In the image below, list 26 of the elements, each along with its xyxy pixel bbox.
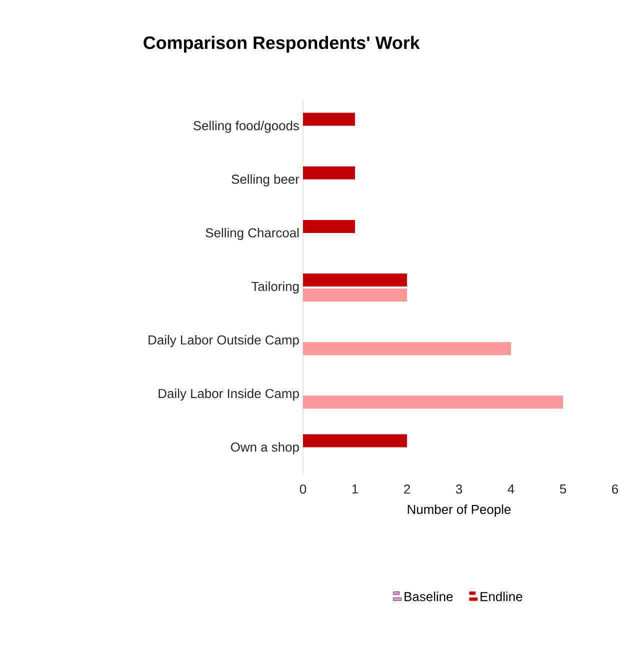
bar: [302, 342, 511, 356]
bar: [302, 288, 407, 302]
x-tick-label: 6: [612, 484, 618, 494]
bar: [302, 274, 407, 287]
y-tick-label: Daily Labor Outside Camp: [148, 335, 299, 348]
x-axis-title: Number of People: [408, 504, 511, 517]
y-tick-label: Selling beer: [232, 174, 300, 186]
x-tick-label: 0: [300, 484, 306, 494]
legend-label: Endline: [480, 592, 522, 602]
y-tick-label: Selling food/goods: [194, 120, 299, 133]
bar: [302, 112, 355, 126]
x-tick-label: 1: [352, 484, 358, 494]
y-tick-label: Selling Charcoal: [206, 228, 299, 240]
y-tick-label: Own a shop: [230, 442, 299, 454]
legend-label: Baseline: [404, 592, 453, 602]
chart-title: Comparison Respondents' Work: [144, 36, 420, 53]
y-tick-label: Daily Labor Inside Camp: [158, 388, 299, 401]
bar: [302, 166, 355, 180]
bar: [302, 396, 563, 409]
x-tick-label: 2: [404, 484, 410, 494]
bar: [302, 220, 355, 233]
x-tick-label: 4: [508, 484, 514, 494]
x-tick-label: 5: [560, 484, 566, 494]
y-tick-label: Tailoring: [252, 281, 299, 294]
x-tick-label: 3: [456, 484, 462, 494]
bar: [302, 434, 407, 448]
